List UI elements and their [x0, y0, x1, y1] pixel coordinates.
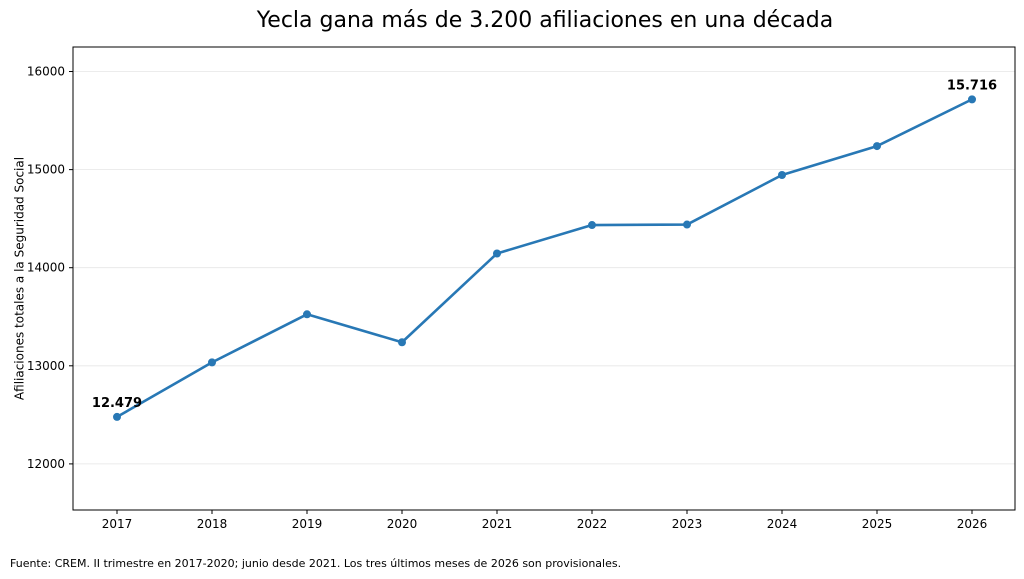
y-axis: 12000 13000 14000 15000 16000: [27, 65, 73, 471]
x-tick-label: 2026: [957, 517, 988, 531]
x-tick-label: 2018: [197, 517, 228, 531]
data-point: [113, 412, 121, 421]
data-point: [398, 338, 406, 347]
y-tick-label: 14000: [27, 261, 65, 275]
y-axis-label: Afiliaciones totales a la Seguridad Soci…: [13, 157, 27, 400]
x-tick-label: 2021: [482, 517, 513, 531]
plot-area-frame: [72, 46, 1016, 511]
x-tick-label: 2025: [862, 517, 893, 531]
data-point: [873, 142, 881, 151]
x-tick-label: 2017: [102, 517, 133, 531]
source-note: Fuente: CREM. II trimestre en 2017-2020;…: [10, 557, 622, 570]
series-layer: [113, 95, 976, 421]
x-tick-label: 2020: [387, 517, 418, 531]
y-tick-label: 16000: [27, 65, 65, 79]
x-axis: 2017 2018 2019 2020 2021 2022 2023 2024 2025 2026: [102, 510, 988, 531]
x-tick-label: 2019: [292, 517, 323, 531]
data-point: [303, 310, 311, 319]
y-tick-label: 15000: [27, 163, 65, 177]
y-tick-label: 13000: [27, 359, 65, 373]
data-point: [683, 220, 691, 229]
gridlines: [73, 71, 1015, 465]
series-line: [116, 98, 973, 419]
data-label: 12.479: [92, 396, 142, 411]
chart-title: Yecla gana más de 3.200 afiliaciones en …: [256, 8, 833, 33]
data-label: 15.716: [947, 78, 997, 93]
x-tick-label: 2022: [577, 517, 608, 531]
x-tick-label: 2024: [767, 517, 798, 531]
data-point: [968, 95, 976, 104]
y-tick-label: 12000: [27, 457, 65, 471]
x-tick-label: 2023: [672, 517, 703, 531]
data-point: [208, 358, 216, 367]
data-point: [778, 171, 786, 180]
data-point: [588, 221, 596, 230]
data-point: [493, 249, 501, 258]
data-labels: 12.479 15.716: [92, 78, 997, 411]
